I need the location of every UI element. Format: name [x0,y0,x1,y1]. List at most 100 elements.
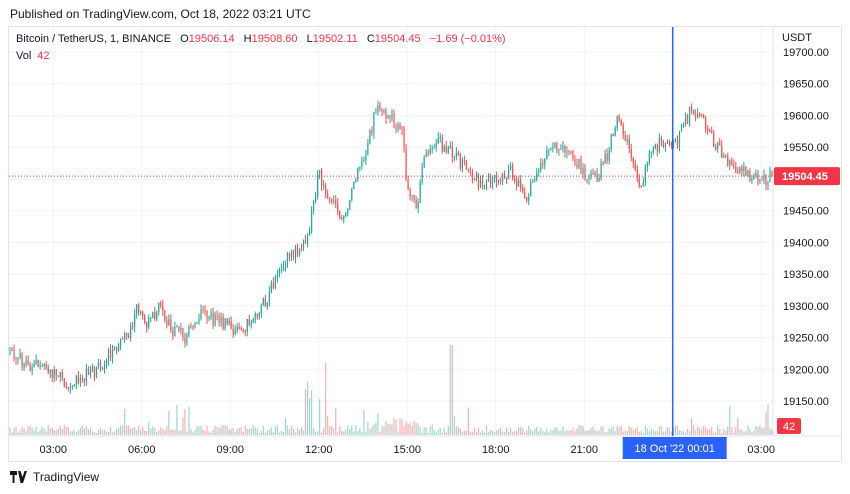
volume-bar [59,425,61,435]
price-tick-label: 19350.00 [783,269,829,281]
volume-bar [365,431,367,435]
volume-bar [723,428,725,435]
volume-bar [407,423,409,435]
candle-body [367,143,369,155]
volume-bar [560,430,562,435]
volume-bar [479,432,482,435]
crosshair-time-tag-label: 18 Oct '22 00:01 [635,443,715,455]
volume-bar [200,425,202,435]
candle-body [512,166,514,179]
candle-body [17,358,19,360]
candle-body [105,360,108,365]
volume-bar [552,430,554,435]
candle-body [532,182,534,184]
candle-body [467,169,470,171]
volume-bar [743,432,745,435]
volume-bar [692,425,695,435]
volume-bar [212,429,214,435]
volume-bar [210,432,212,435]
volume-bar [606,431,608,435]
candle-body [312,201,315,211]
candle-body [471,172,474,180]
candle-body [202,308,204,310]
volume-bar [148,422,150,435]
candle-body [39,366,41,368]
volume-bar [463,430,465,435]
volume-bar [548,432,550,435]
volume-bar [733,432,735,435]
volume-bar [327,416,329,435]
volume-bar [550,429,552,435]
volume-bar [634,428,636,435]
candle-body [178,326,180,331]
volume-bar [598,430,600,435]
volume-bar [172,429,174,435]
volume-bar [389,423,391,435]
candle-body [606,153,608,161]
volume-bar [503,431,506,435]
volume-bar [385,421,387,435]
volume-bar [749,428,751,435]
volume-bar [276,425,279,435]
candle-body [222,316,224,329]
candle-body [554,142,556,147]
volume-bar [33,430,35,435]
candle-body [761,179,763,181]
volume-bar [126,425,128,435]
volume-bar [727,426,729,435]
volume-bar [37,431,39,435]
candle-body [130,325,132,338]
volume-bar [556,427,558,435]
candle-body [216,314,218,316]
candle-body [65,385,67,388]
candle-body [558,149,560,151]
candle-body [298,248,301,256]
candle-body [182,328,184,338]
volume-bar [437,429,439,435]
candle-body [759,179,761,182]
candle-body [701,114,703,116]
candle-body [415,199,417,209]
volume-bar [751,432,753,435]
time-tick-label: 03:00 [747,444,775,456]
last-volume-tag [777,418,801,434]
time-tick-label: 09:00 [216,444,244,456]
candle-body [705,117,707,129]
candle-body [101,367,104,370]
volume-value: 42 [37,50,50,62]
candle-body [59,372,61,377]
candle-body [266,302,268,307]
volume-bar [105,431,108,435]
volume-bar [260,431,262,435]
volume-bar [164,430,166,435]
volume-bar [363,409,365,435]
crosshair-time-tag [622,437,727,459]
volume-bar [130,428,132,435]
volume-bar [286,425,289,435]
candle-body [560,149,562,151]
candle-body [97,363,100,368]
candle-body [447,148,449,153]
volume-bar [650,428,652,435]
candle-body [668,142,671,145]
volume-bar [409,422,411,435]
volume-bar [485,425,488,435]
volume-bar [580,425,582,435]
volume-bar [226,426,228,435]
volume-bar [508,431,510,435]
volume-bar [218,427,220,435]
close-label: C [366,33,375,45]
volume-bar [35,426,37,435]
volume-bar [510,428,512,435]
candle-body [204,309,206,311]
volume-bar [97,429,100,435]
candle-body [315,196,317,202]
tradingview-footer[interactable]: TradingView [10,470,99,484]
volume-bar [652,430,654,435]
volume-bar [391,424,393,435]
volume-bar [256,428,258,435]
currency-label: USDT [782,32,812,44]
volume-bar [512,431,514,435]
volume-bar [379,431,381,435]
